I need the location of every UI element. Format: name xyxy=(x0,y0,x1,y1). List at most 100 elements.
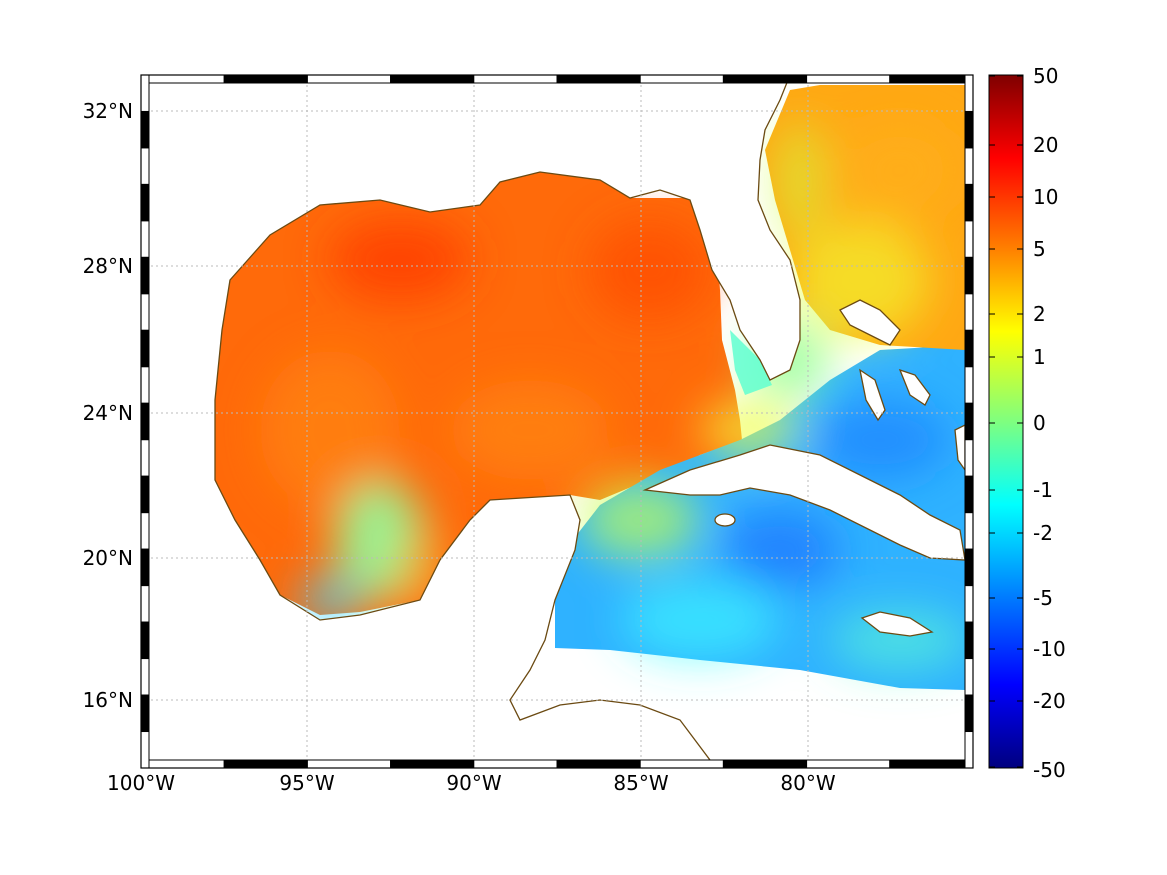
colorbar-label-neg10: -10 xyxy=(1033,637,1066,661)
frame-right-segment xyxy=(964,183,974,222)
jamaica-land xyxy=(860,611,934,637)
bahamas-land-3 xyxy=(898,368,931,406)
x-tick-label-95w: 95°W xyxy=(279,771,334,795)
frame-left-segment xyxy=(140,220,150,258)
frame-right-segment xyxy=(964,694,974,733)
y-tick-label-28n: 28°N xyxy=(83,254,133,278)
frame-top-segment xyxy=(722,74,808,84)
colorbar-label-10: 10 xyxy=(1033,185,1058,209)
frame-left-segment xyxy=(140,731,150,769)
colorbar-label-20: 20 xyxy=(1033,133,1058,157)
y-tick-label-32n: 32°N xyxy=(83,99,133,123)
graticule xyxy=(141,75,973,768)
frame-left-segment xyxy=(140,74,150,112)
colorbar-label-neg5: -5 xyxy=(1033,586,1053,610)
frame-top-segment xyxy=(556,74,641,84)
north-america-land xyxy=(141,75,801,768)
frame-left-segment xyxy=(140,658,150,696)
colorbar-label-1: 1 xyxy=(1033,345,1046,369)
colorbar-label-neg1: -1 xyxy=(1033,478,1053,502)
frame-bottom-segment xyxy=(473,759,558,769)
frame-bottom-segment xyxy=(889,759,974,769)
frame-top-segment xyxy=(806,74,891,84)
frame-right-segment xyxy=(964,731,974,769)
frame-left-segment xyxy=(140,512,150,550)
frame-bottom-segment xyxy=(223,759,308,769)
colorbar-gradient xyxy=(988,74,1024,769)
frame-top-segment xyxy=(473,74,558,84)
x-tick-label-85w: 85°W xyxy=(613,771,668,795)
frame-right-segment xyxy=(964,621,974,660)
y-tick-label-16n: 16°N xyxy=(83,688,133,712)
frame-right-segment xyxy=(964,329,974,368)
frame-left-segment xyxy=(140,293,150,331)
frame-top-segment xyxy=(306,74,392,84)
frame-right-segment xyxy=(964,293,974,331)
frame-left-segment xyxy=(140,256,150,295)
colorbar-label-0: 0 xyxy=(1033,411,1046,435)
frame-top-segment xyxy=(223,74,308,84)
x-tick-label-80w: 80°W xyxy=(780,771,835,795)
y-tick-label-20n: 20°N xyxy=(83,546,133,570)
colorbar: 50 20 10 5 2 1 0 -1 -2 -5 -10 -20 -50 xyxy=(988,64,1066,782)
colorbar-tick-labels: 50 20 10 5 2 1 0 -1 -2 -5 -10 -20 -50 xyxy=(1033,64,1066,782)
isle-of-youth-land xyxy=(714,513,736,527)
map-area xyxy=(141,75,973,768)
colorbar-label-50: 50 xyxy=(1033,64,1058,88)
frame-bottom-segment xyxy=(140,759,225,769)
frame-bottom-segment xyxy=(556,759,641,769)
frame-left-segment xyxy=(140,548,150,587)
frame-right-segment xyxy=(964,585,974,623)
colorbar-label-neg50: -50 xyxy=(1033,758,1066,782)
bahamas-land-2 xyxy=(859,368,886,422)
frame-left-segment xyxy=(140,439,150,477)
frame-top-segment xyxy=(889,74,974,84)
x-tick-label-100w: 100°W xyxy=(107,771,175,795)
frame-top-segment xyxy=(639,74,724,84)
frame-right-segment xyxy=(964,147,974,185)
frame-top-segment xyxy=(140,74,225,84)
frame-right-segment xyxy=(964,402,974,441)
coastlines xyxy=(141,75,966,768)
x-tick-labels: 100°W 95°W 90°W 85°W 80°W xyxy=(107,771,836,795)
frame-right-segment xyxy=(964,475,974,514)
frame-right-segment xyxy=(964,439,974,477)
frame-bottom-segment xyxy=(806,759,891,769)
frame-right-segment xyxy=(964,74,974,112)
frame-left-segment xyxy=(140,366,150,404)
colorbar-ticks xyxy=(989,75,1023,768)
frame-right-segment xyxy=(964,658,974,696)
y-tick-labels: 32°N 28°N 24°N 20°N 16°N xyxy=(83,99,133,712)
anomaly-field xyxy=(215,85,970,690)
florida-shelf-field xyxy=(730,330,772,395)
frame-right-segment xyxy=(964,548,974,587)
frame-bottom-segment xyxy=(390,759,475,769)
frame-top-segment xyxy=(390,74,475,84)
frame-right-segment xyxy=(964,366,974,404)
frame-left-segment xyxy=(140,585,150,623)
frame-outline xyxy=(140,74,974,769)
frame-right-segment xyxy=(964,110,974,149)
colorbar-label-5: 5 xyxy=(1033,237,1046,261)
frame-left-segment xyxy=(140,621,150,660)
frame-left-segment xyxy=(140,329,150,368)
colorbar-label-2: 2 xyxy=(1033,302,1046,326)
frame-left-segment xyxy=(140,475,150,514)
colorbar-label-neg2: -2 xyxy=(1033,521,1053,545)
frame-right-segment xyxy=(964,256,974,295)
colorbar-label-neg20: -20 xyxy=(1033,689,1066,713)
frame-bottom-segment xyxy=(722,759,808,769)
frame-right-segment xyxy=(964,512,974,550)
bahamas-land-1 xyxy=(839,299,901,346)
frame-left-segment xyxy=(140,402,150,441)
y-tick-label-24n: 24°N xyxy=(83,401,133,425)
frame-left-segment xyxy=(140,694,150,733)
frame-left-segment xyxy=(140,147,150,185)
frame-bottom-segment xyxy=(639,759,724,769)
frame-left-segment xyxy=(140,110,150,149)
frame-right-segment xyxy=(964,220,974,258)
frame-bottom-segment xyxy=(306,759,392,769)
frame-left-segment xyxy=(140,183,150,222)
map-frame xyxy=(140,74,974,769)
